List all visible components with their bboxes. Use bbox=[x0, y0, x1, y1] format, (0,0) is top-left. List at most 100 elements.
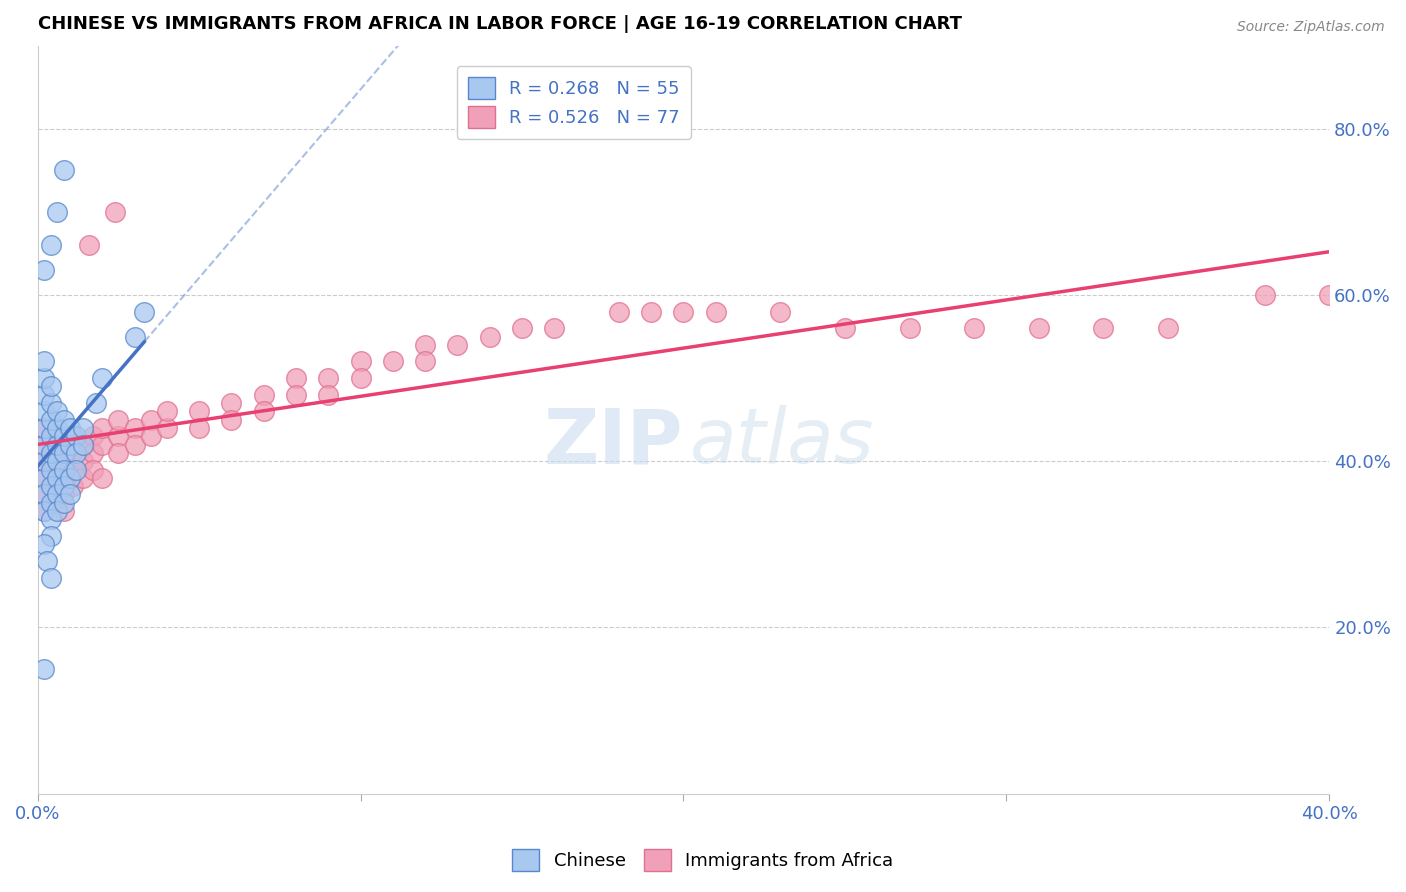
Point bbox=[32, 404, 55, 418]
Point bbox=[39, 379, 62, 393]
Point bbox=[39, 462, 62, 476]
Text: atlas: atlas bbox=[690, 405, 875, 479]
Point bbox=[91, 437, 114, 451]
Point bbox=[32, 354, 55, 368]
Point bbox=[349, 354, 371, 368]
Point bbox=[91, 371, 114, 385]
Point bbox=[39, 396, 62, 410]
Point bbox=[188, 421, 211, 435]
Point bbox=[91, 471, 114, 485]
Point bbox=[39, 412, 62, 426]
Point bbox=[46, 421, 69, 435]
Point bbox=[898, 321, 921, 335]
Point bbox=[32, 421, 55, 435]
Text: CHINESE VS IMMIGRANTS FROM AFRICA IN LABOR FORCE | AGE 16-19 CORRELATION CHART: CHINESE VS IMMIGRANTS FROM AFRICA IN LAB… bbox=[38, 15, 962, 33]
Point bbox=[32, 537, 55, 551]
Point bbox=[52, 412, 75, 426]
Point bbox=[72, 437, 94, 451]
Point bbox=[46, 205, 69, 219]
Point bbox=[52, 163, 75, 178]
Point bbox=[134, 304, 156, 318]
Point bbox=[52, 504, 75, 518]
Legend: Chinese, Immigrants from Africa: Chinese, Immigrants from Africa bbox=[505, 842, 901, 879]
Point bbox=[349, 371, 371, 385]
Point bbox=[42, 446, 65, 460]
Point bbox=[32, 454, 55, 468]
Point bbox=[316, 388, 339, 402]
Point bbox=[963, 321, 986, 335]
Point bbox=[32, 388, 55, 402]
Point bbox=[510, 321, 533, 335]
Point bbox=[124, 437, 146, 451]
Point bbox=[32, 662, 55, 676]
Point bbox=[640, 304, 662, 318]
Point bbox=[124, 421, 146, 435]
Point bbox=[91, 421, 114, 435]
Point bbox=[39, 429, 62, 443]
Point bbox=[82, 446, 104, 460]
Point bbox=[72, 437, 94, 451]
Point bbox=[52, 462, 75, 476]
Point bbox=[32, 487, 55, 501]
Point bbox=[42, 429, 65, 443]
Point bbox=[39, 496, 62, 510]
Point bbox=[46, 487, 69, 501]
Point bbox=[32, 471, 55, 485]
Point bbox=[32, 371, 55, 385]
Point bbox=[59, 421, 82, 435]
Point bbox=[107, 446, 129, 460]
Point bbox=[285, 371, 308, 385]
Point bbox=[39, 512, 62, 526]
Point bbox=[52, 429, 75, 443]
Point bbox=[52, 446, 75, 460]
Point bbox=[46, 437, 69, 451]
Point bbox=[32, 454, 55, 468]
Point bbox=[32, 437, 55, 451]
Point bbox=[543, 321, 565, 335]
Point bbox=[52, 487, 75, 501]
Point bbox=[42, 462, 65, 476]
Point bbox=[65, 429, 87, 443]
Point bbox=[52, 479, 75, 493]
Point bbox=[39, 479, 62, 493]
Point bbox=[104, 205, 127, 219]
Point bbox=[188, 404, 211, 418]
Point bbox=[52, 471, 75, 485]
Point bbox=[37, 554, 59, 568]
Point bbox=[52, 454, 75, 468]
Point bbox=[59, 471, 82, 485]
Point bbox=[32, 487, 55, 501]
Point bbox=[39, 446, 62, 460]
Point bbox=[52, 496, 75, 510]
Point bbox=[704, 304, 727, 318]
Point bbox=[62, 429, 84, 443]
Text: ZIP: ZIP bbox=[544, 405, 683, 479]
Point bbox=[39, 529, 62, 543]
Point bbox=[32, 421, 55, 435]
Legend: R = 0.268   N = 55, R = 0.526   N = 77: R = 0.268 N = 55, R = 0.526 N = 77 bbox=[457, 66, 690, 139]
Point bbox=[42, 479, 65, 493]
Point bbox=[82, 429, 104, 443]
Point bbox=[65, 462, 87, 476]
Point bbox=[107, 429, 129, 443]
Point bbox=[1253, 288, 1275, 302]
Point bbox=[46, 404, 69, 418]
Point bbox=[1092, 321, 1115, 335]
Point bbox=[82, 462, 104, 476]
Point bbox=[65, 446, 87, 460]
Point bbox=[107, 412, 129, 426]
Point bbox=[834, 321, 856, 335]
Point bbox=[32, 471, 55, 485]
Point bbox=[221, 412, 243, 426]
Point bbox=[46, 454, 69, 468]
Point bbox=[42, 496, 65, 510]
Point bbox=[221, 396, 243, 410]
Point bbox=[156, 421, 179, 435]
Point bbox=[607, 304, 630, 318]
Point bbox=[39, 238, 62, 252]
Point bbox=[39, 571, 62, 585]
Point bbox=[72, 471, 94, 485]
Point bbox=[32, 437, 55, 451]
Point bbox=[478, 329, 501, 343]
Point bbox=[32, 504, 55, 518]
